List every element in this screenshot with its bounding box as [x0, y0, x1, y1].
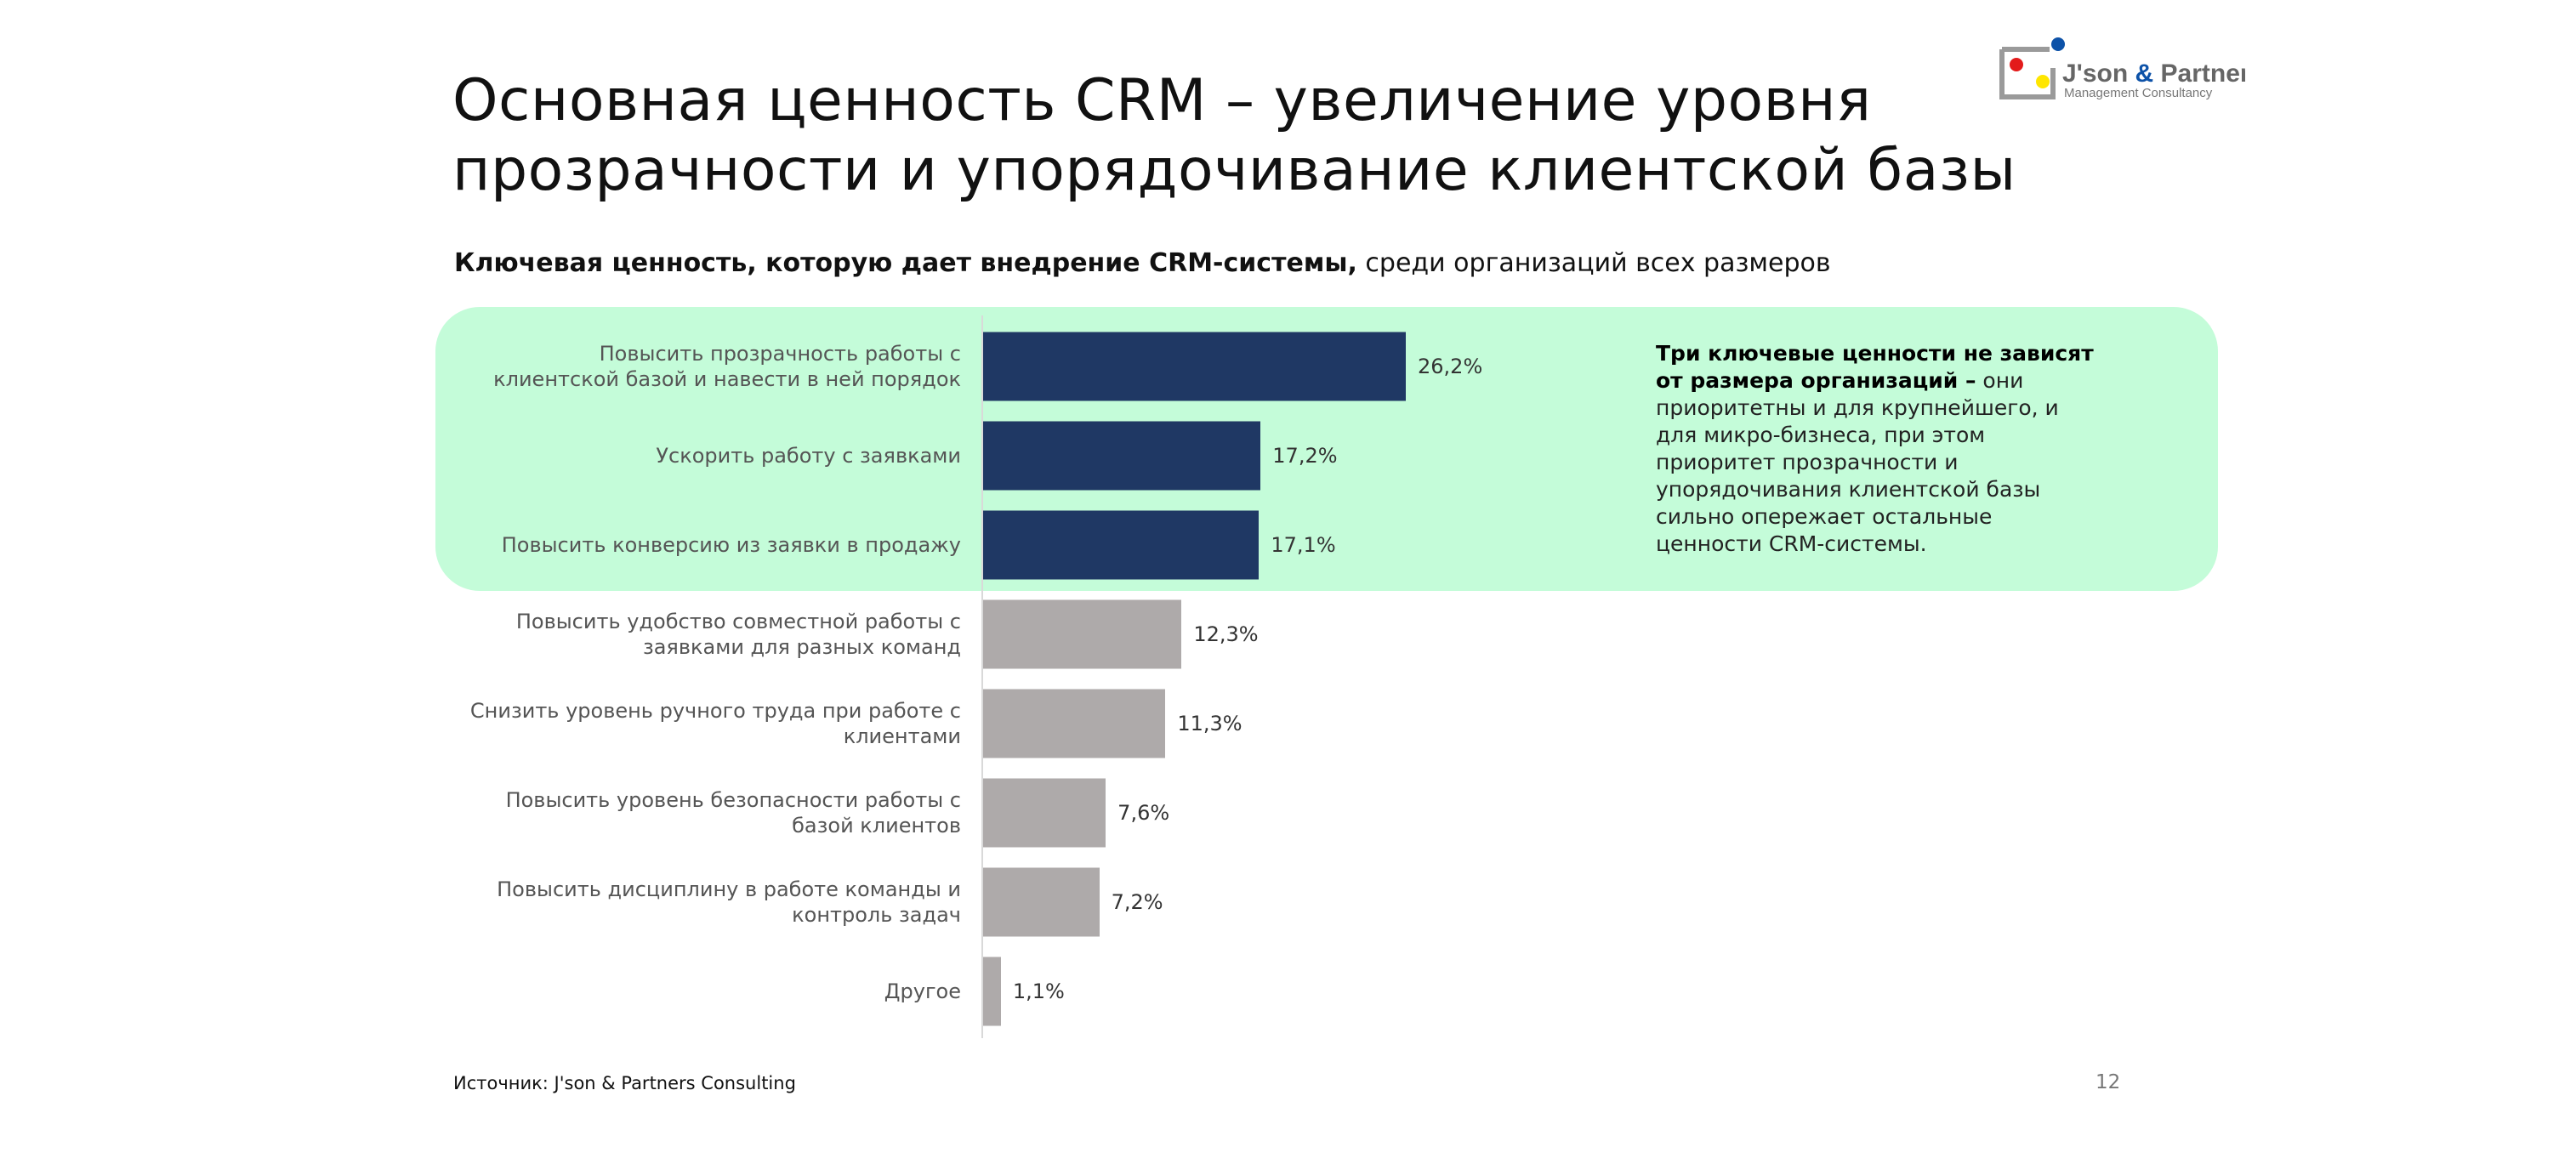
bar — [983, 867, 1100, 937]
subtitle-bold: Ключевая ценность, которую дает внедрени… — [454, 248, 1357, 278]
value-label: 7,6% — [1117, 801, 1170, 825]
category-label: Повысить уровень безопасности работы с б… — [505, 788, 961, 838]
category-label: Повысить конверсию из заявки в продажу — [501, 533, 961, 557]
category-label: Повысить прозрачность работы с клиентско… — [493, 342, 961, 391]
company-logo: J'son & Partners Management Consultancy — [1999, 37, 2245, 100]
category-label: Повысить дисциплину в работе команды и к… — [497, 877, 961, 927]
value-label: 7,2% — [1111, 890, 1163, 914]
bar — [983, 599, 1182, 669]
category-label: Снизить уровень ручного труда при работе… — [469, 699, 961, 748]
bar — [983, 689, 1166, 758]
subtitle-regular: среди организаций всех размеров — [1356, 248, 1831, 278]
svg-text:Management Consultancy: Management Consultancy — [2064, 86, 2213, 100]
category-label: Повысить удобство совместной работы с за… — [515, 610, 961, 659]
svg-text:J'son & Partners: J'son & Partners — [2062, 60, 2245, 88]
source-note: Источник: J'son & Partners Consulting — [453, 1073, 796, 1093]
bar — [983, 421, 1261, 491]
bar — [983, 957, 1001, 1026]
note-regular: они приоритетны и для крупнейшего, и для… — [1656, 368, 2059, 556]
page-number: 12 — [2095, 1071, 2121, 1093]
value-label: 12,3% — [1193, 622, 1259, 646]
value-label: 17,2% — [1272, 444, 1338, 468]
logo-yellow-dot — [2036, 75, 2050, 88]
value-label: 17,1% — [1271, 533, 1336, 557]
logo-blue-dot — [2051, 37, 2065, 51]
bar — [983, 510, 1260, 580]
chart-subtitle: Ключевая ценность, которую дает внедрени… — [454, 247, 1831, 281]
note-bold: Три ключевые ценности не зависят от разм… — [1656, 341, 2094, 393]
category-label: Другое — [884, 979, 961, 1003]
category-label: Ускорить работу с заявками — [656, 444, 961, 468]
logo-frame — [1999, 47, 2056, 99]
value-label: 11,3% — [1177, 712, 1243, 735]
bar — [983, 332, 1406, 401]
logo-red-dot — [2010, 58, 2023, 71]
chart-axis-line — [981, 315, 983, 1038]
slide-title: Основная ценность CRM – увеличение уровн… — [452, 67, 2016, 204]
value-label: 1,1% — [1012, 979, 1065, 1003]
value-label: 26,2% — [1418, 355, 1483, 378]
key-insight-note: Три ключевые ценности не зависят от разм… — [1656, 340, 2132, 558]
bar — [983, 778, 1106, 848]
